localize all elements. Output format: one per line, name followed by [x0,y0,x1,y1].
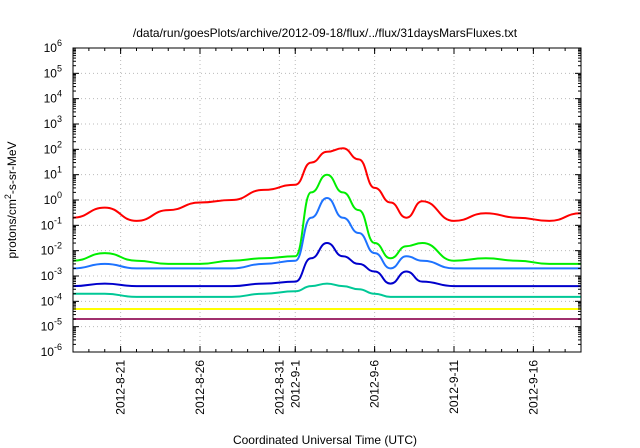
y-tick-label: 102 [44,139,62,156]
x-tick-label: 2012-9-11 [447,360,461,414]
y-tick-exponent: 4 [57,89,62,99]
series-layer [72,147,582,320]
y-tick-exponent: -3 [54,266,62,276]
grid [73,48,581,352]
y-tick-label: 10-5 [41,317,62,334]
series-line-1 [72,147,582,222]
y-tick-label: 106 [44,38,62,55]
y-tick-label: 10-3 [41,266,62,283]
y-tick-label: 10-6 [41,342,62,359]
y-tick-label: 105 [44,63,62,80]
y-tick-exponent: -6 [54,342,62,352]
y-tick-label: 10-2 [41,241,62,258]
y-tick-exponent: -2 [54,241,62,251]
series-line-2 [72,173,581,265]
x-tick-label: 2012-8-31 [272,360,286,415]
y-tick-label: 101 [44,165,62,182]
y-tick-exponent: -5 [54,317,62,327]
y-tick-label: 10-4 [41,291,62,308]
x-axis-tick-labels: 2012-8-21 2012-8-26 2012-8-31 2012-9-1 2012-… [114,360,541,415]
y-tick-exponent: 0 [57,190,62,200]
x-tick-label: 2012-8-26 [193,360,207,415]
y-axis-label: protons/cm2-s-sr-MeV [3,141,19,258]
y-tick-label: 10-1 [41,215,62,232]
y-tick-exponent: 2 [57,139,62,149]
y-tick-exponent: 5 [57,63,62,73]
series-line-3 [72,197,581,270]
y-axis-tick-labels: 10-610-510-410-310-210-11001011021031041… [41,38,62,359]
y-tick-label: 103 [44,114,62,131]
y-tick-exponent: -4 [54,291,62,301]
series-line-5 [72,282,581,298]
axis-ticks [72,47,582,353]
y-tick-exponent: 1 [57,165,62,175]
x-tick-label: 2012-9-1 [288,360,302,408]
y-tick-exponent: 6 [57,38,62,48]
y-tick-label: 104 [44,89,62,106]
y-tick-exponent: 3 [57,114,62,124]
x-tick-label: 2012-8-21 [114,360,128,415]
x-tick-label: 2012-9-16 [526,360,540,415]
x-tick-label: 2012-9-6 [368,360,382,408]
x-axis-label: Coordinated Universal Time (UTC) [233,433,417,447]
chart-title: /data/run/goesPlots/archive/2012-09-18/f… [133,26,518,40]
series-line-4 [72,242,581,288]
y-tick-exponent: -1 [54,215,62,225]
y-tick-label: 100 [44,190,62,207]
